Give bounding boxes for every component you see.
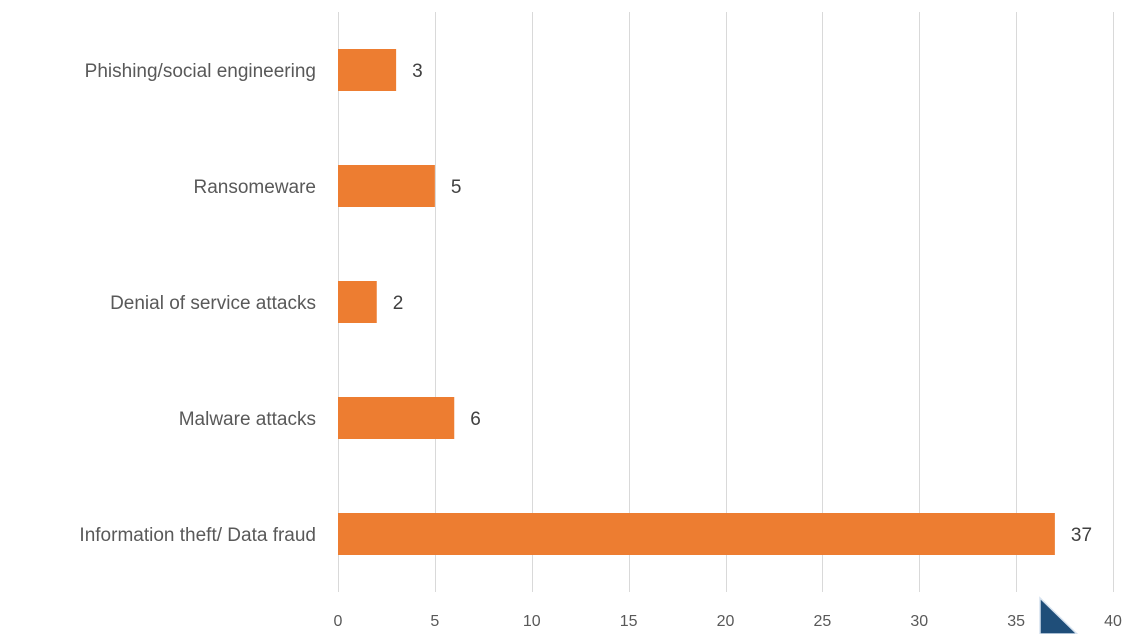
x-tick-label: 20 — [717, 613, 735, 630]
x-tick-label: 5 — [430, 613, 439, 630]
x-tick-label: 10 — [523, 613, 541, 630]
bar — [338, 397, 455, 439]
data-labels: 3 5 2 6 37 — [393, 61, 1092, 546]
category-label: Information theft/ Data fraud — [79, 525, 316, 546]
bars — [338, 49, 1055, 555]
bar — [338, 165, 435, 207]
bar — [338, 49, 397, 91]
corner-triangle-shape — [1039, 596, 1079, 634]
category-labels: Phishing/social engineering Ransomeware De… — [79, 61, 316, 546]
category-label: Malware attacks — [179, 409, 316, 430]
x-tick-label: 15 — [620, 613, 638, 630]
x-axis-tick-labels: 0 5 10 15 20 25 30 35 40 — [334, 613, 1122, 630]
data-label: 5 — [451, 177, 462, 198]
data-label: 3 — [412, 61, 423, 82]
data-label: 6 — [470, 409, 481, 430]
x-tick-label: 30 — [910, 613, 928, 630]
gridlines — [338, 12, 1114, 592]
x-tick-label: 25 — [813, 613, 831, 630]
bar — [338, 513, 1055, 555]
x-tick-label: 0 — [334, 613, 343, 630]
x-tick-label: 40 — [1104, 613, 1122, 630]
x-tick-label: 35 — [1007, 613, 1025, 630]
bar — [338, 281, 377, 323]
data-label: 2 — [393, 293, 404, 314]
category-label: Ransomeware — [194, 177, 317, 198]
category-label: Denial of service attacks — [110, 293, 316, 314]
data-label: 37 — [1071, 525, 1092, 546]
category-label: Phishing/social engineering — [85, 61, 316, 82]
